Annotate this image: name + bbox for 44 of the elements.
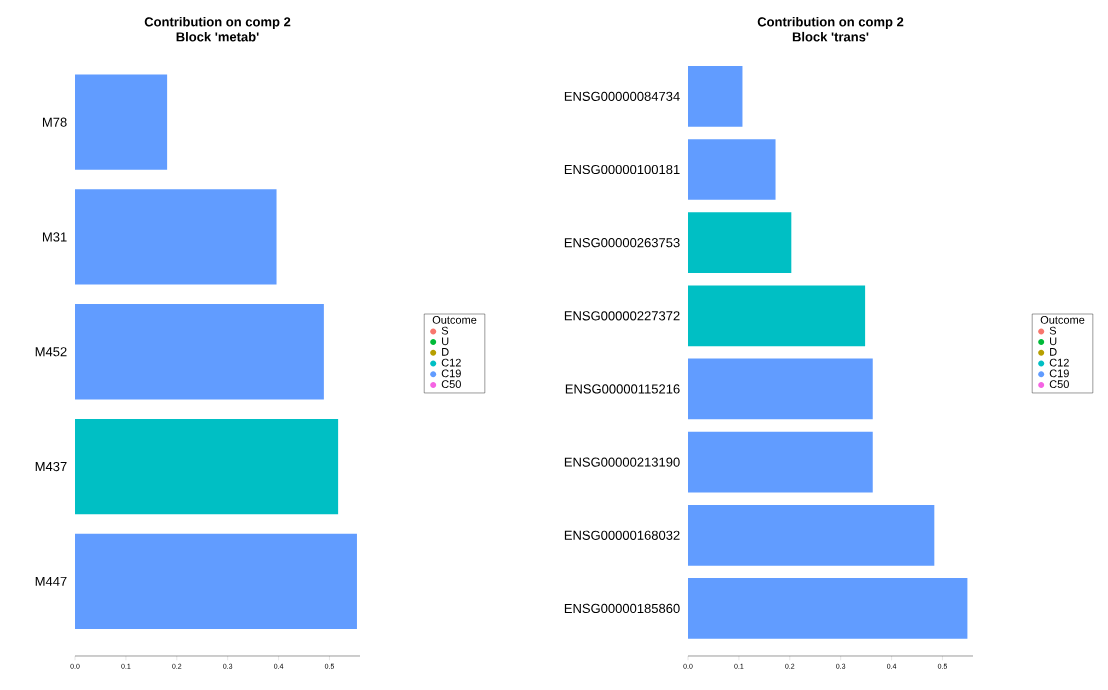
- y-tick-label: ENSG00000185860: [564, 603, 680, 614]
- bar: [688, 504, 935, 566]
- y-tick-label: M452: [35, 347, 67, 357]
- legend-label: D: [1050, 348, 1057, 356]
- chart-subtitle: Block 'metab': [176, 31, 259, 42]
- legend-title: Outcome: [432, 316, 477, 324]
- bar: [688, 65, 743, 127]
- y-tick-label: M447: [35, 576, 67, 586]
- y-tick-label: ENSG00000263753: [564, 238, 680, 248]
- y-tick-label: ENSG00000227372: [564, 311, 680, 321]
- y-tick-label: M437: [35, 461, 67, 472]
- legend-title: Outcome: [1040, 316, 1085, 324]
- y-tick-label: ENSG00000213190: [564, 457, 680, 467]
- bar: [75, 418, 339, 515]
- bar: [688, 431, 873, 493]
- bar: [688, 139, 776, 200]
- chart-title: Contribution on comp 2: [144, 16, 291, 30]
- bar: [75, 533, 357, 630]
- chart-subtitle: Block 'trans': [792, 31, 869, 42]
- bar: [688, 358, 873, 420]
- legend-label: D: [442, 348, 449, 356]
- y-tick-label: M78: [42, 117, 67, 127]
- y-tick-label: ENSG00000084734: [564, 91, 680, 101]
- legend-label: S: [441, 326, 449, 335]
- y-tick-label: ENSG00000115216: [565, 384, 680, 394]
- legend-label: C50: [441, 380, 461, 389]
- legend-label: C19: [441, 369, 461, 378]
- bar: [688, 578, 968, 639]
- bar: [75, 74, 168, 170]
- legend-label: C19: [1049, 369, 1069, 378]
- legend-label: U: [442, 337, 449, 346]
- y-tick-label: M31: [42, 232, 67, 242]
- bar: [688, 212, 792, 274]
- legend-label: C50: [1049, 380, 1069, 389]
- legend-label: C12: [1049, 358, 1069, 367]
- legend-label: U: [1050, 337, 1057, 346]
- legend-label: C12: [441, 358, 461, 367]
- bar: [688, 285, 866, 347]
- bar: [75, 189, 277, 285]
- chart-title: Contribution on comp 2: [757, 16, 904, 30]
- y-tick-label: ENSG00000100181: [564, 164, 680, 175]
- legend-label: S: [1049, 326, 1057, 335]
- bar: [75, 304, 324, 400]
- y-tick-label: ENSG00000168032: [564, 530, 680, 540]
